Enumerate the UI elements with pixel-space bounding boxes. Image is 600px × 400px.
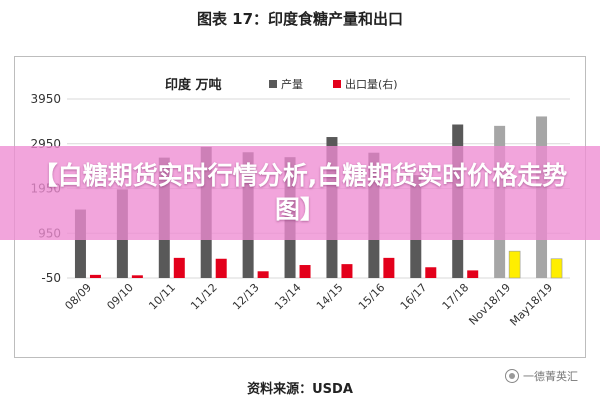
y-tick-label: 3950 [30,92,61,106]
legend-label-export: 出口量(右) [345,77,398,91]
bar-export [173,257,185,278]
watermark-text: 一德菁英汇 [523,370,578,383]
legend-swatch-production [269,80,277,88]
x-tick-label: 17/18 [440,281,472,313]
unit-label: 印度 万吨 [165,77,222,93]
bar-export [257,271,269,278]
x-tick-label: 15/16 [356,281,388,313]
bar-export [89,274,101,278]
legend-swatch-export [333,80,341,88]
x-tick-label: May18/19 [507,281,555,329]
x-tick-label: 09/10 [104,281,136,313]
figure-title: 图表 17：印度食糖产量和出口 [196,10,404,28]
bar-export [299,265,311,278]
watermark: 一德菁英汇 [505,368,578,384]
bar-export [341,264,353,278]
bar-export [467,270,479,278]
x-tick-label: 11/12 [188,281,220,313]
bar-export [425,267,437,278]
title-overlay-banner: 【白糖期货实时行情分析,白糖期货实时价格走势图】 [0,146,600,240]
source-note: 资料来源：USDA [247,382,353,397]
x-tick-label: Nov18/19 [466,281,513,328]
wechat-icon [505,369,519,383]
bar-export [383,257,395,278]
bar-export [550,258,563,279]
x-tick-label: 13/14 [272,281,304,313]
x-tick-label: 14/15 [314,281,346,313]
bar-export [131,275,143,278]
legend-label-production: 产量 [281,77,303,91]
x-tick-label: 12/13 [230,281,262,313]
bar-production [74,209,86,278]
x-tick-label: 16/17 [398,281,430,313]
x-tick-label: 10/11 [146,281,178,313]
overlay-text: 【白糖期货实时行情分析,白糖期货实时价格走势图】 [32,161,568,224]
bar-export [508,250,521,279]
bar-export [215,258,227,278]
x-tick-label: 08/09 [62,281,94,313]
y-tick-label: -50 [41,271,61,285]
